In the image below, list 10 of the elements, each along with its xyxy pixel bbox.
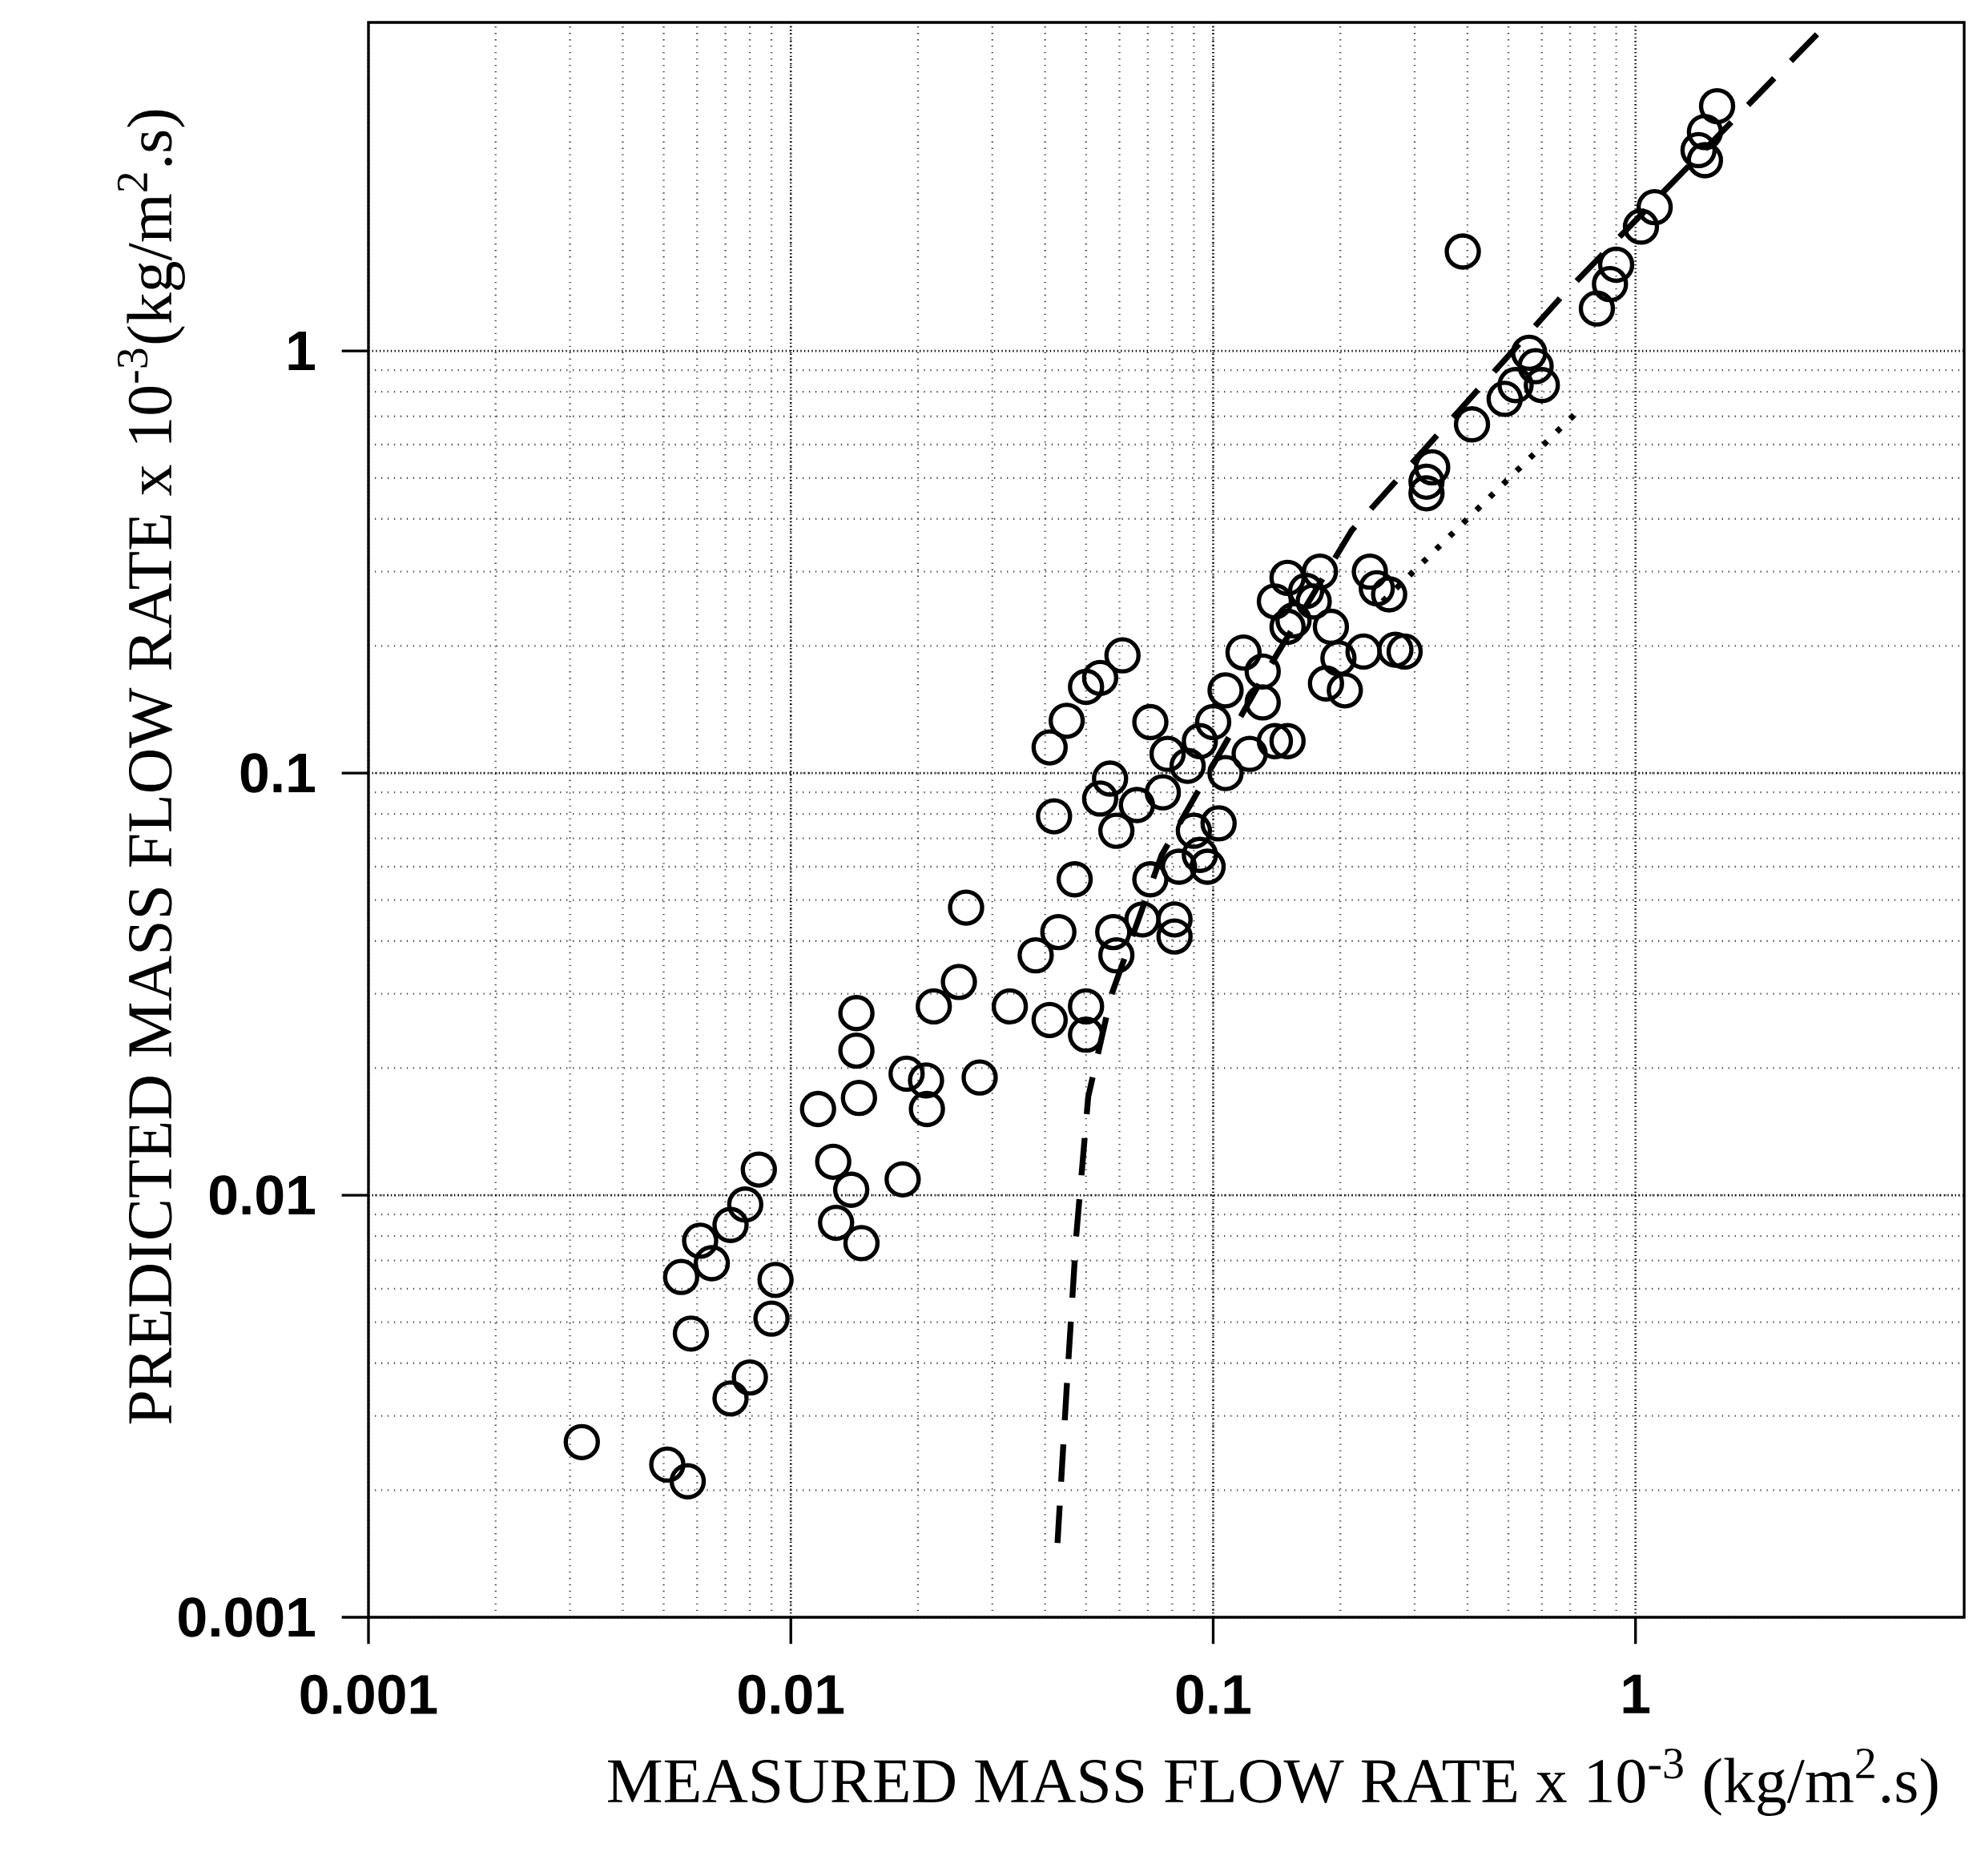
y-axis-title: PREDICTED MASS FLOW RATE x 10$^{-3}$(kg/m$^{2}$.s) (117, 110, 185, 1424)
y-tick-label: 1 (288, 332, 315, 371)
x-tick-label: 0.001 (300, 1674, 437, 1715)
x-tick-label: 0.1 (1176, 1674, 1250, 1715)
x-tick-label: 0.01 (739, 1674, 844, 1715)
x-axis-title: MEASURED MASS FLOW RATE x 10$^{-3}$ (kg/m$^{2}$.s) (608, 1748, 1938, 1817)
y-tick-label: 0.01 (209, 1175, 315, 1215)
y-tick-label: 0.001 (179, 1597, 315, 1637)
x-tick-label: 1 (1623, 1674, 1650, 1713)
y-tick-label: 0.1 (240, 753, 315, 793)
